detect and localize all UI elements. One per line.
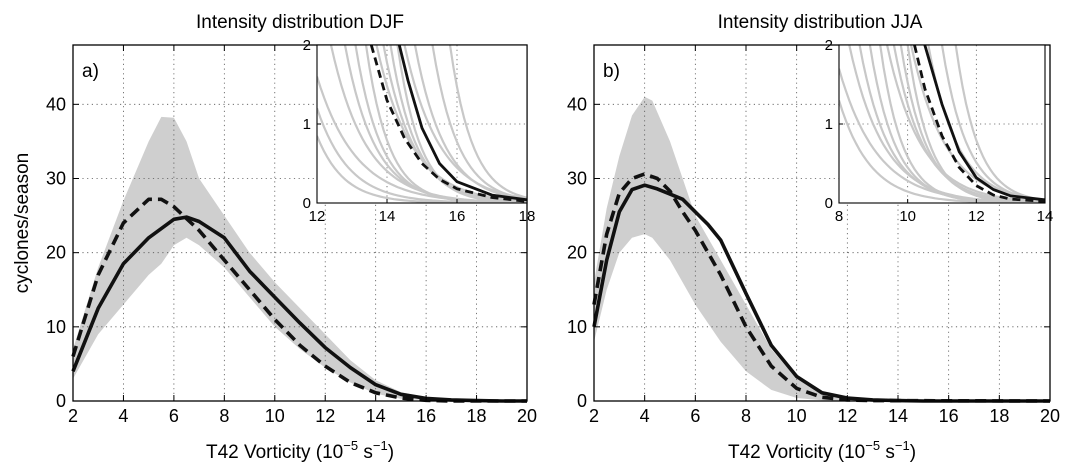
x-tick-label: 14 [366, 406, 386, 426]
inset-series-line-solid [397, 45, 527, 202]
x-tick-label: 2 [589, 406, 599, 426]
x-tick-label: 8 [741, 406, 751, 426]
x-axis-label-part: ) [388, 442, 394, 463]
inset-y-tick-label: 2 [303, 37, 311, 54]
inset-series-line-dashed [913, 45, 1045, 203]
y-tick-label: 30 [567, 169, 587, 189]
series-line-solid [592, 183, 1050, 403]
x-tick-label: 6 [690, 406, 700, 426]
axes-frame [72, 44, 528, 402]
x-tick-label: 4 [118, 406, 128, 426]
x-axis-label: T42 Vorticity (10−5 s−1) [728, 438, 916, 463]
x-tick-label: 20 [1040, 406, 1060, 426]
chart-title: Intensity distribution JJA [718, 12, 923, 33]
x-tick-label: 8 [219, 406, 229, 426]
x-axis-label-exponent: −1 [373, 438, 388, 453]
inset-y-tick-label: 0 [825, 195, 833, 212]
x-axis-label-part: s [880, 442, 895, 463]
x-axis-label-exponent: −5 [865, 438, 880, 453]
y-tick-label: 40 [567, 94, 587, 114]
y-tick-label: 20 [46, 243, 66, 263]
inset-x-tick-label: 12 [968, 208, 985, 225]
x-tick-label: 14 [888, 406, 908, 426]
y-tick-label: 10 [46, 317, 66, 337]
inset-y-tick-label: 1 [303, 116, 311, 133]
axes-frame [593, 44, 1051, 402]
inset-member-line [431, 45, 527, 201]
inset-plot-area [839, 45, 1045, 203]
x-axis-label-part: s [358, 442, 373, 463]
y-tick-label: 40 [46, 94, 66, 114]
inset-x-tick-label: 14 [379, 208, 396, 225]
y-tick-label: 0 [56, 391, 66, 411]
x-tick-label: 16 [939, 406, 959, 426]
inset-member-line [448, 45, 527, 199]
inset-x-tick-label: 12 [309, 208, 326, 225]
x-tick-label: 4 [640, 406, 650, 426]
inset-y-tick-label: 2 [825, 37, 833, 54]
panel-label: b) [603, 61, 620, 82]
y-tick-label: 30 [46, 169, 66, 189]
inset-y-tick-label: 1 [825, 116, 833, 133]
x-axis-label-part: T42 Vorticity (10 [728, 442, 865, 463]
inset-x-tick-label: 8 [835, 208, 843, 225]
x-tick-label: 20 [517, 406, 537, 426]
inset-member-line [375, 45, 527, 202]
series-line-dashed [592, 172, 1051, 403]
inset-x-tick-label: 18 [519, 208, 536, 225]
chart-title: Intensity distribution DJF [196, 12, 404, 33]
x-axis-label-part: T42 Vorticity (10 [206, 442, 343, 463]
ensemble-range-band [73, 116, 527, 402]
x-tick-label: 10 [787, 406, 807, 426]
x-tick-label: 12 [837, 406, 857, 426]
inset-x-tick-label: 10 [899, 208, 916, 225]
panel-label: a) [82, 61, 99, 82]
inset-x-tick-label: 14 [1037, 208, 1054, 225]
x-tick-label: 2 [68, 406, 78, 426]
y-tick-label: 20 [567, 243, 587, 263]
x-tick-label: 18 [989, 406, 1009, 426]
x-axis-label: T42 Vorticity (10−5 s−1) [206, 438, 394, 463]
inset-x-tick-label: 16 [449, 208, 466, 225]
x-axis-label-part: ) [910, 442, 916, 463]
x-tick-label: 16 [416, 406, 436, 426]
x-tick-label: 18 [467, 406, 487, 426]
x-axis-label-exponent: −1 [895, 438, 910, 453]
y-axis-label: cyclones/season [12, 153, 33, 293]
x-tick-label: 6 [169, 406, 179, 426]
x-tick-label: 10 [265, 406, 285, 426]
x-tick-label: 12 [315, 406, 335, 426]
x-axis-label-exponent: −5 [343, 438, 358, 453]
y-tick-label: 0 [577, 391, 587, 411]
inset-series-line-solid [923, 45, 1045, 202]
ensemble-range-band [594, 96, 1050, 402]
y-tick-label: 10 [567, 317, 587, 337]
inset-y-tick-label: 0 [303, 195, 311, 212]
